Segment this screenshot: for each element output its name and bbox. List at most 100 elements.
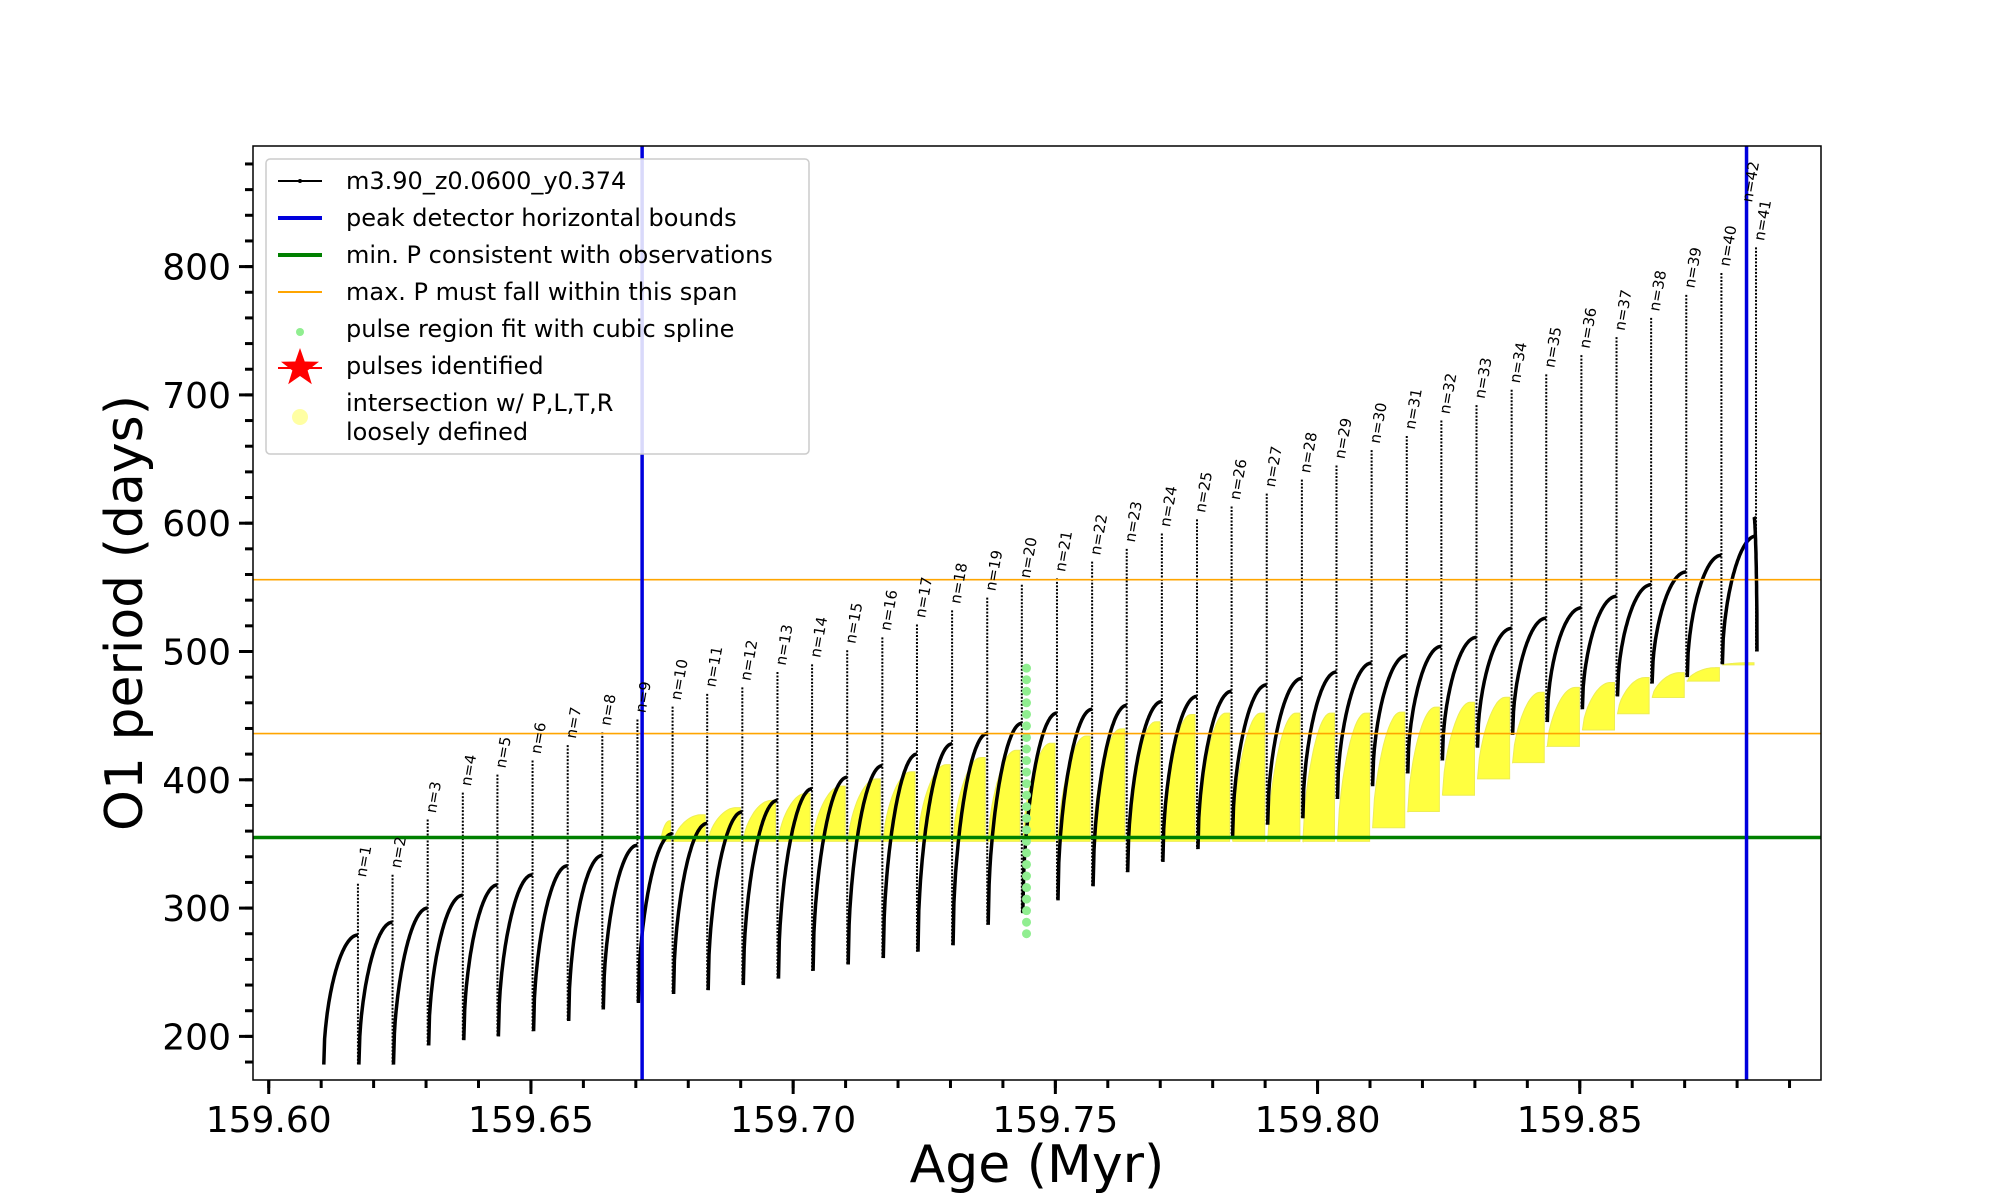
yellow-cycle-12 <box>707 807 741 842</box>
spline-point <box>1022 732 1032 742</box>
yellow-cycle-29 <box>1301 712 1336 844</box>
spline-point <box>1022 825 1032 835</box>
y-axis-label: O1 period (days) <box>95 395 155 831</box>
yellow-cycle-39 <box>1651 672 1685 699</box>
track-cycle-22 <box>1056 707 1093 901</box>
track-cycle-20 <box>986 721 1023 925</box>
y-tick-label: 600 <box>162 504 231 545</box>
pulse-label-4: n=4 <box>457 753 480 787</box>
spline-point <box>1022 813 1032 823</box>
track-cycle-8 <box>566 853 603 1022</box>
yellow-cycle-16 <box>847 778 881 842</box>
spline-point <box>1022 709 1032 719</box>
legend-label-7-line2: loosely defined <box>346 418 528 446</box>
yellow-cycle-27 <box>1232 712 1266 842</box>
track-cycle-26 <box>1196 689 1232 850</box>
legend-star-swatch <box>281 348 319 385</box>
spline-point <box>1022 848 1032 858</box>
track-cycle-39 <box>1650 570 1687 684</box>
spline-point <box>1022 744 1032 754</box>
track-cycle-27 <box>1230 683 1267 838</box>
track-cycle-2 <box>357 920 393 1065</box>
track-cycle-29 <box>1301 670 1337 819</box>
track-cycle-16 <box>846 763 883 965</box>
track-cycle-9 <box>601 843 638 1010</box>
pulse-label-7: n=7 <box>562 706 585 740</box>
spline-point <box>1022 790 1032 800</box>
track-cycle-18 <box>916 742 952 952</box>
spline-point <box>1022 767 1032 777</box>
yellow-cycle-33 <box>1441 701 1476 796</box>
pulse-label-6: n=6 <box>527 721 550 755</box>
spline-point <box>1022 802 1032 812</box>
yellow-cycle-38 <box>1616 677 1650 715</box>
track-cycle-25 <box>1161 694 1198 862</box>
spline-point <box>1022 883 1032 893</box>
track-cycle-33 <box>1440 635 1477 761</box>
y-tick-label: 500 <box>162 632 231 673</box>
spline-point <box>1022 906 1032 916</box>
pulse-label-1: n=1 <box>352 844 375 878</box>
x-tick-label: 159.65 <box>468 1100 594 1141</box>
y-tick-label: 400 <box>162 761 231 802</box>
x-tick-label: 159.75 <box>992 1100 1118 1141</box>
yellow-cycle-34 <box>1476 696 1511 780</box>
track-cycle-17 <box>881 752 918 959</box>
legend-box <box>265 158 810 455</box>
track-cycle-41 <box>1720 534 1757 665</box>
legend-label-6: pulses identified <box>346 352 544 380</box>
track-cycle-15 <box>811 775 848 971</box>
track-cycle-32 <box>1406 644 1442 774</box>
track-cycle-30 <box>1335 661 1372 800</box>
track-cycle-6 <box>496 872 533 1037</box>
evolutionary-track <box>322 247 1759 1065</box>
track-cycle-34 <box>1475 626 1512 748</box>
spline-point <box>1022 686 1032 696</box>
spline-point <box>1022 917 1032 927</box>
yellow-cycle-40 <box>1685 667 1720 682</box>
track-cycle-36 <box>1545 606 1582 723</box>
legend-label-5: pulse region fit with cubic spline <box>346 315 734 343</box>
track-cycle-5 <box>462 883 498 1041</box>
yellow-cycle-35 <box>1512 691 1545 764</box>
spline-point <box>1022 675 1032 685</box>
spline-point <box>1022 779 1032 789</box>
x-tick-label: 159.80 <box>1255 1100 1381 1141</box>
pulse-label-9: n=9 <box>632 680 655 714</box>
track-cycle-35 <box>1510 616 1547 735</box>
spline-point <box>1022 663 1032 673</box>
track-cycle-4 <box>426 893 463 1046</box>
track-cycle-14 <box>776 787 812 979</box>
plot-frame <box>252 145 1822 1081</box>
x-tick-label: 159.70 <box>730 1100 856 1141</box>
track-cycle-40 <box>1685 553 1722 678</box>
y-tick-label: 700 <box>162 376 231 417</box>
yellow-cycle-36 <box>1545 686 1580 747</box>
spline-point <box>1022 929 1032 939</box>
legend-dot-swatch <box>296 328 304 336</box>
spline-point <box>1022 859 1032 869</box>
x-axis-label: Age (Myr) <box>910 1135 1165 1195</box>
pulse-label-3: n=3 <box>422 780 445 814</box>
yellow-cycle-22 <box>1057 735 1091 843</box>
track-cycle-3 <box>391 906 428 1065</box>
y-tick-label: 300 <box>162 889 231 930</box>
legend-label-7: intersection w/ P,L,T,R <box>346 389 613 417</box>
yellow-cycle-31 <box>1372 711 1406 829</box>
track-cycle-1 <box>322 933 359 1065</box>
yellow-cycle-37 <box>1581 682 1616 731</box>
spline-point <box>1022 721 1032 731</box>
spline-point <box>1022 894 1032 904</box>
track-cycle-24 <box>1125 699 1163 873</box>
track-cycle-7 <box>531 863 568 1032</box>
spline-point <box>1022 756 1032 766</box>
track-cycle-28 <box>1265 676 1303 825</box>
spline-point <box>1022 698 1032 708</box>
track-cycle-13 <box>741 798 778 986</box>
legend-label-1: m3.90_z0.0600_y0.374 <box>346 167 626 195</box>
y-tick-label: 200 <box>162 1017 231 1058</box>
yellow-cycle-28 <box>1267 712 1301 843</box>
legend-label-3: min. P consistent with observations <box>346 241 773 269</box>
